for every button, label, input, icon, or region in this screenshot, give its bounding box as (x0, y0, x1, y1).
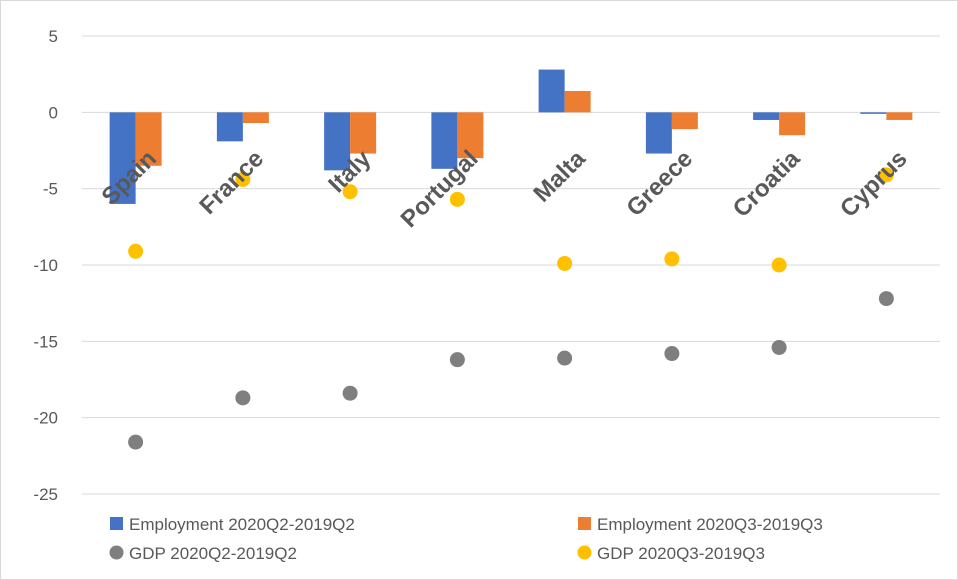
bar-malta-q3 (564, 90, 591, 113)
bar-greece-q2 (645, 112, 672, 154)
bar-croatia-q2 (753, 112, 780, 120)
marker-croatia-gdp-q3 (771, 257, 787, 273)
y-axis-ticks: 5 0 -5 -10 -15 -20 -25 (33, 27, 58, 504)
bar-cyprus-q2 (860, 112, 887, 114)
marker-italy-gdp-q2 (342, 385, 358, 401)
y-tick-label: 5 (49, 27, 58, 46)
marker-spain-gdp-q3 (128, 243, 144, 259)
y-tick-label: -5 (43, 180, 58, 199)
marker-portugal-gdp-q3 (449, 191, 465, 207)
bar-croatia-q3 (779, 112, 806, 136)
bar-portugal-q2 (431, 112, 458, 169)
bar-portugal-q3 (457, 112, 484, 159)
y-tick-label: -10 (33, 256, 58, 275)
marker-italy-gdp-q3 (342, 184, 358, 200)
bar-spain-q3 (135, 112, 162, 166)
bar-italy-q2 (324, 112, 351, 171)
bars (109, 69, 913, 204)
legend-label: GDP 2020Q2-2019Q2 (129, 544, 297, 563)
legend-label: Employment 2020Q2-2019Q2 (129, 515, 355, 534)
legend-swatch (109, 545, 124, 560)
legend-swatch (577, 545, 592, 560)
marker-france-gdp-q3 (235, 172, 251, 188)
legend-label: Employment 2020Q3-2019Q3 (597, 515, 823, 534)
bar-spain-q2 (109, 112, 136, 204)
y-tick-label: -15 (33, 332, 58, 351)
legend-swatch (110, 517, 123, 530)
marker-malta-gdp-q2 (557, 350, 573, 366)
markers (128, 167, 894, 450)
bar-cyprus-q3 (886, 112, 913, 120)
marker-greece-gdp-q3 (664, 251, 680, 267)
y-tick-label: -25 (33, 485, 58, 504)
marker-portugal-gdp-q2 (449, 352, 465, 368)
bar-france-q3 (242, 112, 269, 124)
marker-cyprus-gdp-q2 (878, 291, 894, 307)
marker-greece-gdp-q2 (664, 346, 680, 362)
bar-france-q2 (216, 112, 243, 142)
bar-malta-q2 (538, 69, 565, 113)
bar-greece-q3 (671, 112, 698, 130)
legend: Employment 2020Q2-2019Q2 Employment 2020Q… (109, 515, 823, 563)
marker-cyprus-gdp-q3 (878, 167, 894, 183)
marker-spain-gdp-q2 (128, 434, 144, 450)
legend-swatch (578, 517, 591, 530)
legend-label: GDP 2020Q3-2019Q3 (597, 544, 765, 563)
y-tick-label: 0 (49, 103, 58, 122)
marker-croatia-gdp-q2 (771, 339, 787, 355)
y-tick-label: -20 (33, 409, 58, 428)
bar-italy-q3 (350, 112, 377, 154)
marker-malta-gdp-q3 (557, 255, 573, 271)
marker-france-gdp-q2 (235, 390, 251, 406)
